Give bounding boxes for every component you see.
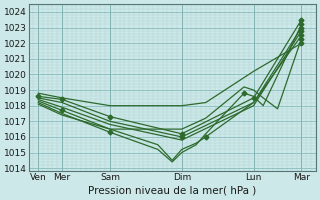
- X-axis label: Pression niveau de la mer( hPa ): Pression niveau de la mer( hPa ): [88, 186, 256, 196]
